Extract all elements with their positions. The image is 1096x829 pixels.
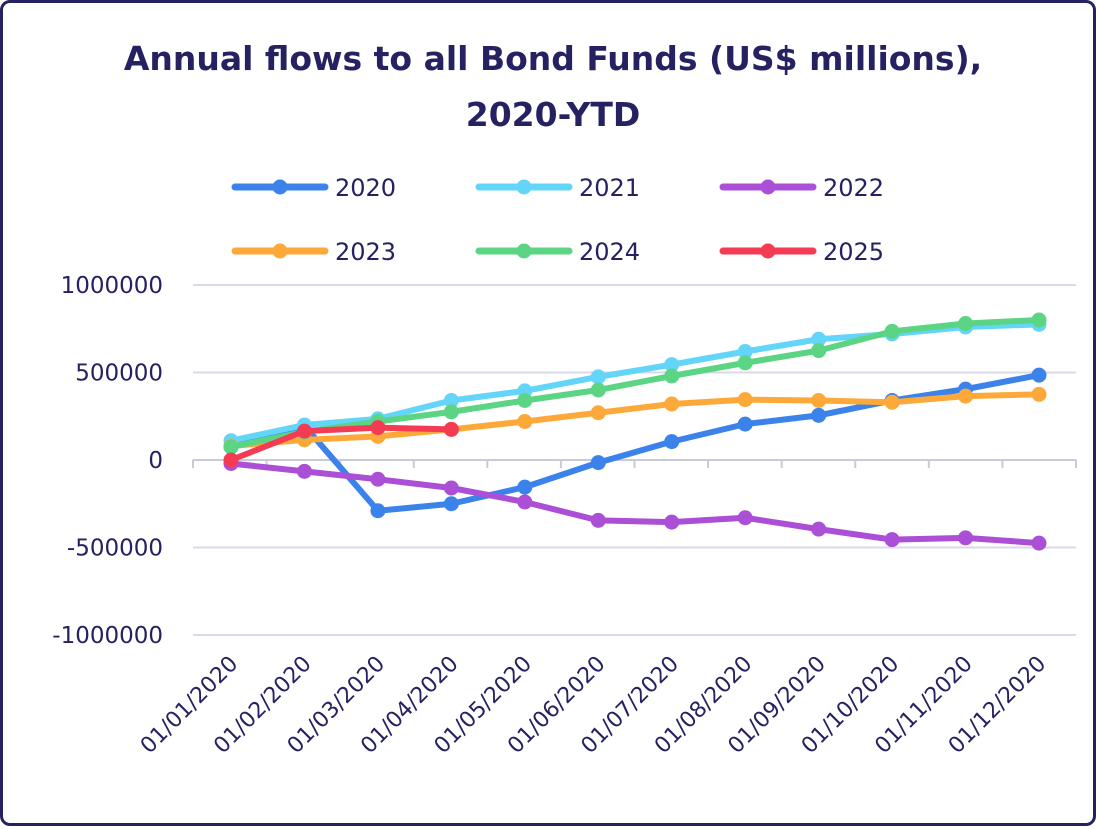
legend-label-2021: 2021: [579, 174, 640, 202]
data-point-2024: [811, 343, 827, 359]
data-point-2023: [590, 405, 606, 421]
data-point-2025: [223, 452, 239, 468]
legend-label-2023: 2023: [335, 238, 396, 266]
legend-marker-2023: [272, 243, 288, 259]
data-point-2024: [590, 382, 606, 398]
series-line-2025: [228, 424, 455, 463]
legend-label-2022: 2022: [823, 174, 884, 202]
data-point-2022: [958, 530, 974, 546]
y-tick-label: -500000: [67, 536, 163, 562]
y-tick-label: 500000: [75, 361, 163, 387]
data-point-2023: [517, 414, 533, 429]
data-point-2023: [884, 394, 900, 410]
data-point-2022: [296, 463, 312, 479]
data-point-2022: [370, 471, 386, 487]
data-point-2021: [811, 331, 827, 347]
data-point-2021: [443, 393, 459, 408]
series-line-2022: [228, 460, 1042, 547]
data-point-2025: [296, 423, 312, 439]
legend-marker-2020: [272, 179, 288, 195]
x-axis: 01/01/202001/02/202001/03/202001/04/2020…: [136, 460, 1077, 759]
data-point-2023: [1031, 386, 1047, 402]
data-point-2022: [884, 532, 900, 548]
data-point-2022: [1031, 535, 1047, 551]
data-point-2022: [737, 510, 753, 526]
line-chart: 1000000 500000 0 -500000 -1000000 01/01/2020…: [52, 174, 1077, 759]
plot-area: [223, 312, 1047, 551]
data-point-2020: [443, 496, 459, 512]
legend-marker-2021: [516, 179, 532, 195]
data-point-2022: [664, 514, 680, 530]
series-line-2020: [228, 372, 1042, 514]
legend-marker-2024: [516, 243, 532, 259]
legend-label-2024: 2024: [579, 238, 640, 266]
data-point-2024: [737, 355, 753, 371]
data-point-2020: [590, 455, 606, 471]
data-point-2021: [737, 344, 753, 359]
legend-label-2020: 2020: [335, 174, 396, 202]
data-point-2024: [1031, 312, 1047, 328]
data-point-2023: [811, 393, 827, 408]
data-point-2024: [443, 404, 459, 420]
y-tick-label: 1000000: [61, 273, 163, 299]
legend-marker-2025: [760, 243, 776, 259]
data-point-2023: [958, 388, 974, 404]
data-point-2024: [517, 393, 533, 408]
data-point-2020: [370, 503, 386, 519]
legend-label-2025: 2025: [823, 238, 884, 266]
data-point-2022: [811, 521, 827, 537]
data-point-2024: [664, 368, 680, 384]
data-point-2022: [590, 512, 606, 528]
data-point-2024: [223, 439, 239, 455]
chart-title: Annual flows to all Bond Funds (US$ mill…: [123, 39, 983, 134]
data-point-2020: [517, 479, 533, 495]
y-tick-label: -1000000: [52, 623, 163, 649]
data-point-2023: [737, 392, 753, 408]
y-axis: 1000000 500000 0 -500000 -1000000: [52, 273, 163, 649]
data-point-2025: [370, 420, 386, 436]
data-point-2020: [811, 407, 827, 423]
data-point-2020: [737, 416, 753, 432]
data-point-2020: [664, 434, 680, 450]
data-point-2025: [443, 421, 459, 437]
data-point-2022: [517, 494, 533, 510]
y-tick-label: 0: [148, 448, 163, 474]
series-line-2023: [228, 391, 1042, 449]
data-point-2021: [590, 369, 606, 385]
series-line-2024: [228, 317, 1042, 450]
data-point-2023: [664, 396, 680, 412]
data-point-2022: [443, 480, 459, 496]
data-point-2021: [664, 357, 680, 373]
data-point-2020: [1031, 367, 1047, 383]
data-point-2024: [884, 323, 900, 339]
legend: 2020 2021 2022 2023 2024 2025: [231, 174, 884, 266]
data-point-2024: [958, 316, 974, 331]
legend-marker-2022: [760, 179, 776, 195]
